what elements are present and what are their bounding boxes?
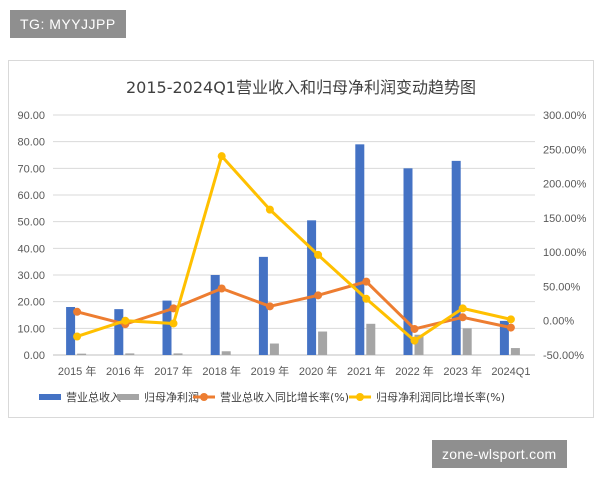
bar [114, 309, 124, 355]
right-tick-label: 150.00% [543, 213, 587, 225]
watermark-badge-bottom: zone-wlsport.com [432, 440, 567, 468]
legend-swatch [39, 394, 61, 400]
data-point [362, 277, 371, 286]
legend: 营业总收入 归母净利润 营业总收入同比增长率(%) 归母净利润同比增长率(%) [39, 390, 505, 404]
bar [499, 320, 509, 355]
bar [510, 348, 520, 355]
left-tick-label: 60.00 [17, 190, 45, 202]
legend-label: 营业总收入同比增长率(%) [220, 390, 349, 404]
x-tick-label: 2015 年 [58, 364, 97, 378]
data-point [314, 291, 323, 300]
bar [451, 160, 461, 355]
watermark-badge-top: TG: MYYJJPP [10, 10, 126, 38]
data-point [458, 304, 467, 313]
x-axis: 2015 年 2016 年 2017 年 2018 年 2019 年 2020 年 2021… [58, 364, 531, 378]
right-tick-label: 300.00% [543, 110, 587, 122]
left-tick-label: 30.00 [17, 270, 45, 282]
right-axis: -50.00% 0.00% 50.00% 100.00% 150.00% 200.00% 2… [543, 110, 587, 362]
x-tick-label: 2018 年 [202, 364, 241, 378]
bar [355, 144, 365, 355]
x-tick-label: 2020 年 [299, 364, 338, 378]
bar [318, 331, 328, 355]
left-tick-label: 90.00 [17, 110, 45, 122]
bar [403, 168, 413, 355]
left-tick-label: 40.00 [17, 243, 45, 255]
bar [258, 256, 268, 355]
data-point [265, 205, 274, 214]
data-point [314, 250, 323, 259]
data-point [169, 304, 178, 313]
data-point [121, 316, 130, 325]
x-tick-label: 2021 年 [347, 364, 386, 378]
bar [366, 323, 376, 355]
legend-marker [200, 393, 208, 401]
bar [269, 343, 279, 355]
data-point [217, 152, 226, 161]
right-tick-label: -50.00% [543, 350, 584, 362]
right-tick-label: 250.00% [543, 144, 587, 156]
bar [307, 220, 317, 355]
bar [173, 353, 183, 355]
left-tick-label: 20.00 [17, 297, 45, 309]
bar [210, 275, 220, 355]
x-tick-label: 2016 年 [106, 364, 145, 378]
data-point [410, 336, 419, 345]
combo-chart: 2015-2024Q1营业收入和归母净利润变动趋势图 0.00 10.00 20.0… [17, 78, 587, 404]
bar [66, 307, 76, 355]
bar [77, 353, 87, 355]
right-tick-label: 0.00% [543, 316, 574, 328]
lines [73, 152, 515, 345]
left-tick-label: 70.00 [17, 163, 45, 175]
x-tick-label: 2017 年 [154, 364, 193, 378]
data-point [410, 324, 419, 333]
bar [125, 353, 135, 355]
data-point [73, 307, 82, 316]
bar [462, 328, 472, 355]
legend-marker [356, 393, 364, 401]
bars [66, 144, 520, 355]
left-tick-label: 80.00 [17, 137, 45, 149]
data-point [169, 319, 178, 328]
x-tick-label: 2019 年 [251, 364, 290, 378]
left-axis: 0.00 10.00 20.00 30.00 40.00 50.00 60.00 70.00 8… [17, 110, 45, 362]
data-point [73, 332, 82, 341]
data-point [362, 294, 371, 303]
x-tick-label: 2024Q1 [491, 366, 530, 378]
x-tick-label: 2023 年 [443, 364, 482, 378]
legend-label: 归母净利润同比增长率(%) [376, 390, 505, 404]
chart-title: 2015-2024Q1营业收入和归母净利润变动趋势图 [126, 78, 476, 97]
legend-label: 归母净利润 [144, 390, 199, 404]
bar [414, 334, 424, 355]
bar [162, 300, 172, 355]
series-line [76, 154, 512, 343]
right-tick-label: 50.00% [543, 281, 581, 293]
right-tick-label: 200.00% [543, 179, 587, 191]
left-tick-label: 50.00 [17, 217, 45, 229]
legend-label: 营业总收入 [66, 390, 121, 404]
bar [221, 351, 231, 355]
data-point [506, 315, 515, 324]
x-tick-label: 2022 年 [395, 364, 434, 378]
chart-frame: 2015-2024Q1营业收入和归母净利润变动趋势图 0.00 10.00 20.0… [8, 60, 594, 418]
data-point [217, 284, 226, 293]
left-tick-label: 0.00 [24, 350, 45, 362]
left-tick-label: 10.00 [17, 323, 45, 335]
data-point [458, 313, 467, 322]
data-point [506, 323, 515, 332]
right-tick-label: 100.00% [543, 247, 587, 259]
data-point [265, 302, 274, 311]
legend-swatch [117, 394, 139, 400]
